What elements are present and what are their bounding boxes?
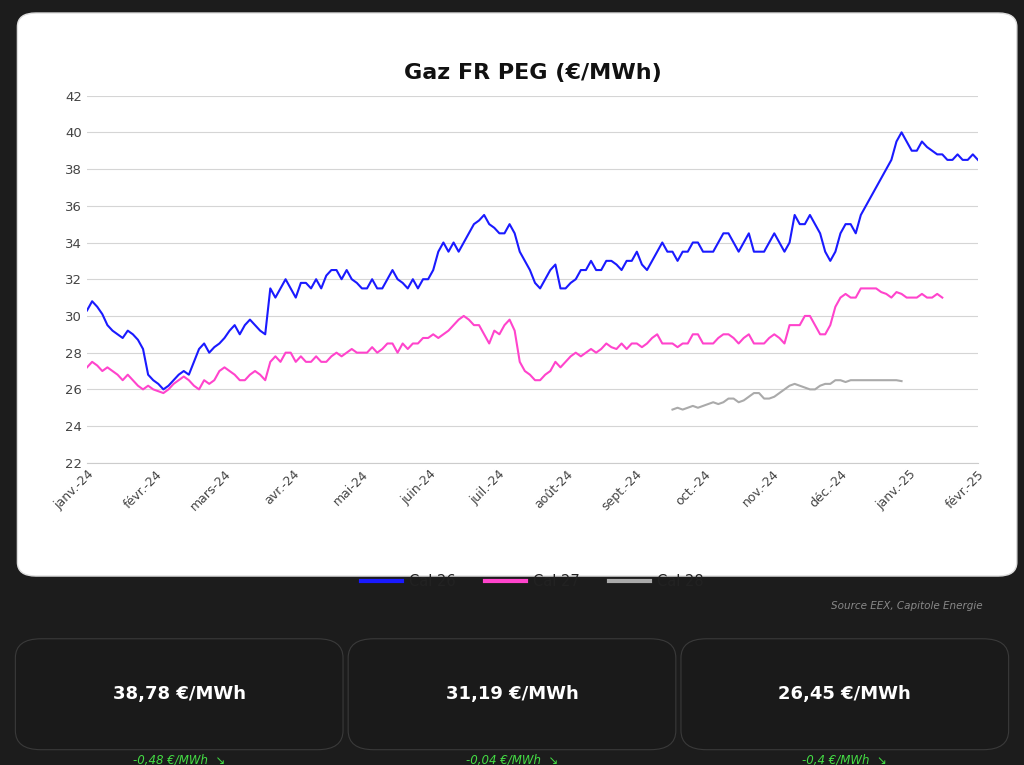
Text: -0,04 €/MWh  ↘: -0,04 €/MWh ↘ — [466, 754, 558, 765]
Text: 26,45 €/MWh: 26,45 €/MWh — [778, 685, 911, 703]
Text: CONTRAT BASE 2028: CONTRAT BASE 2028 — [784, 639, 905, 649]
Title: Gaz FR PEG (€/MWh): Gaz FR PEG (€/MWh) — [403, 63, 662, 83]
Text: 31,19 €/MWh: 31,19 €/MWh — [445, 685, 579, 703]
Text: -0,48 €/MWh  ↘: -0,48 €/MWh ↘ — [133, 754, 225, 765]
Text: Source EEX, Capitole Energie: Source EEX, Capitole Energie — [831, 601, 983, 610]
Text: CONTRAT BASE 2026: CONTRAT BASE 2026 — [119, 639, 240, 649]
Legend: Cal 26, Cal 27, Cal 28: Cal 26, Cal 27, Cal 28 — [355, 568, 710, 595]
Text: -0,4 €/MWh  ↘: -0,4 €/MWh ↘ — [803, 754, 887, 765]
Text: CONTRAT BASE 2027: CONTRAT BASE 2027 — [451, 639, 573, 649]
Text: 38,78 €/MWh: 38,78 €/MWh — [113, 685, 246, 703]
